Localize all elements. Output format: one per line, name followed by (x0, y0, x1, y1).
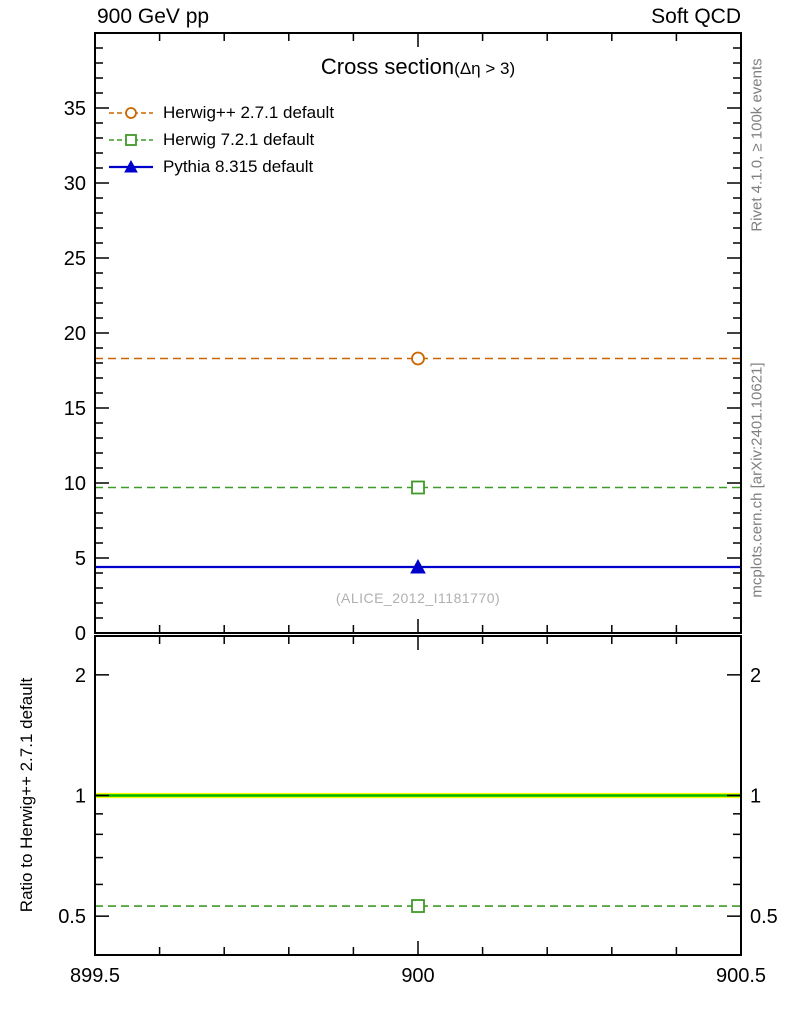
y-tick-label: 35 (64, 98, 86, 120)
marker-herwig7 (411, 480, 425, 495)
ratio-y-axis-label: Ratio to Herwig++ 2.7.1 default (17, 677, 36, 913)
y-tick-label: 10 (64, 473, 86, 495)
y-tick-label: 30 (64, 173, 86, 195)
ratio-y-tick-label-left: 1 (75, 786, 86, 808)
plot-title-main: Cross section (320, 54, 455, 79)
ratio-y-tick-label-right: 0.5 (750, 906, 778, 928)
process-group-label: Soft QCD (651, 5, 741, 28)
ratio-axis-ticks (94, 636, 742, 955)
main-axis-ticks (94, 33, 742, 634)
ratio-axis-labels: 0.5 0.5 1 1 2 2 899.5 900 900.5 (58, 665, 778, 987)
x-tick-label: 900.5 (716, 965, 766, 987)
analysis-watermark: (ALICE_2012_I1181770) (335, 590, 501, 606)
ratio-y-tick-label-right: 1 (750, 786, 761, 808)
marker-herwig7-ratio (411, 899, 425, 913)
plot-title-suffix: (Δη > 3) (454, 59, 516, 78)
legend-label-herwig7: Herwig 7.2.1 default (163, 129, 315, 149)
ratio-y-tick-label-left: 0.5 (58, 906, 86, 928)
main-y-axis-labels: 0 5 10 15 20 25 30 35 (64, 98, 86, 645)
legend-swatch-pythia (109, 159, 153, 172)
y-tick-label: 0 (75, 623, 86, 645)
legend-item-herwig7: Herwig 7.2.1 default (108, 126, 334, 153)
rivet-version-note: Rivet 4.1.0, ≥ 100k events (748, 58, 766, 232)
ratio-y-tick-label-right: 2 (750, 665, 761, 687)
plot-title: Cross section(Δη > 3) (95, 54, 741, 80)
x-tick-label: 900 (401, 965, 434, 987)
legend-label-pythia: Pythia 8.315 default (163, 156, 314, 176)
legend-item-pythia: Pythia 8.315 default (108, 153, 334, 180)
mcplots-arxiv-note: mcplots.cern.ch [arXiv:2401.10621] (748, 362, 766, 598)
y-tick-label: 15 (64, 398, 86, 420)
marker-pythia (410, 558, 426, 574)
legend-marker-herwig7 (125, 133, 137, 146)
ratio-y-tick-label-left: 2 (75, 665, 86, 687)
ratio-panel (94, 635, 742, 956)
beam-energy-label: 900 GeV pp (97, 5, 210, 28)
legend-swatch-herwigpp (109, 106, 153, 119)
legend-marker-herwigpp (125, 106, 137, 119)
legend-swatch-herwig7 (109, 133, 153, 146)
y-tick-label: 20 (64, 323, 86, 345)
x-tick-label: 899.5 (70, 965, 120, 987)
y-tick-label: 25 (64, 248, 86, 270)
legend-marker-pythia (124, 159, 138, 172)
marker-herwigpp (411, 351, 425, 366)
legend-label-herwigpp: Herwig++ 2.7.1 default (163, 102, 335, 122)
legend: Herwig++ 2.7.1 default Herwig 7.2.1 defau… (108, 99, 334, 180)
legend-item-herwigpp: Herwig++ 2.7.1 default (108, 99, 334, 126)
y-tick-label: 5 (75, 548, 86, 570)
